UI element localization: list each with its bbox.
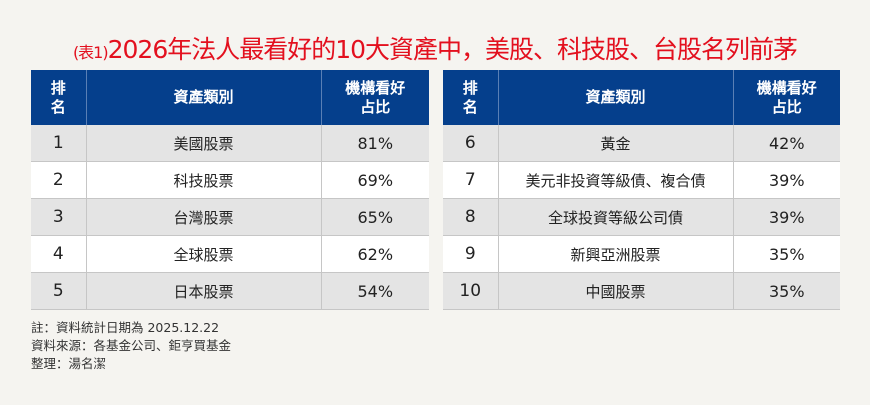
rank-cell: 4 xyxy=(31,235,86,273)
share-cell: 65% xyxy=(320,198,429,236)
table-row: 1 美國股票 81% xyxy=(31,125,429,162)
share-cell: 39% xyxy=(732,161,840,199)
title-main: 2026年法人最看好的10大資產中，美股、科技股、台股名列前茅 xyxy=(107,35,798,64)
asset-cell: 日本股票 xyxy=(85,272,321,310)
table-row: 5 日本股票 54% xyxy=(31,272,429,310)
ranking-table-right: 排名 資產類別 機構看好占比 6 黃金 42% 7 美元非投資等級債、複合債 39% 8 全球… xyxy=(443,70,840,310)
asset-cell: 黃金 xyxy=(497,125,733,162)
share-cell: 54% xyxy=(320,272,429,310)
rank-cell: 1 xyxy=(31,125,86,162)
asset-cell: 美元非投資等級債、複合債 xyxy=(497,161,733,199)
header-rank: 排名 xyxy=(31,70,86,125)
asset-cell: 新興亞洲股票 xyxy=(497,235,733,273)
table-row: 2 科技股票 69% xyxy=(31,161,429,199)
footnotes: 註：資料統計日期為 2025.12.22 資料來源：各基金公司、鉅亨買基金 整理… xyxy=(31,319,231,373)
table-row: 10 中國股票 35% xyxy=(443,272,840,310)
rank-cell: 3 xyxy=(31,198,86,236)
table-row: 4 全球股票 62% xyxy=(31,235,429,273)
rank-cell: 2 xyxy=(31,161,86,199)
asset-cell: 科技股票 xyxy=(85,161,321,199)
header-share: 機構看好占比 xyxy=(320,70,429,125)
note-editor: 整理：湯名潔 xyxy=(31,356,107,371)
asset-cell: 全球投資等級公司債 xyxy=(497,198,733,236)
rank-cell: 7 xyxy=(443,161,498,199)
share-cell: 35% xyxy=(732,272,840,310)
table-row: 8 全球投資等級公司債 39% xyxy=(443,198,840,236)
header-share: 機構看好占比 xyxy=(732,70,840,125)
table-row: 9 新興亞洲股票 35% xyxy=(443,235,840,273)
ranking-table-left: 排名 資產類別 機構看好占比 1 美國股票 81% 2 科技股票 69% 3 台灣股票 65% 4… xyxy=(31,70,429,310)
rank-cell: 10 xyxy=(443,272,498,310)
rank-cell: 9 xyxy=(443,235,498,273)
share-cell: 35% xyxy=(732,235,840,273)
header-rank: 排名 xyxy=(443,70,498,125)
note-date: 註：資料統計日期為 2025.12.22 xyxy=(31,320,220,335)
asset-cell: 美國股票 xyxy=(85,125,321,162)
share-cell: 42% xyxy=(732,125,840,162)
header-asset: 資產類別 xyxy=(85,70,321,125)
table-row: 6 黃金 42% xyxy=(443,125,840,162)
header-asset: 資產類別 xyxy=(497,70,733,125)
rank-cell: 6 xyxy=(443,125,498,162)
title-prefix: (表1) xyxy=(72,43,109,62)
asset-cell: 台灣股票 xyxy=(85,198,321,236)
table-row: 7 美元非投資等級債、複合債 39% xyxy=(443,161,840,199)
rank-cell: 5 xyxy=(31,272,86,310)
table-row: 3 台灣股票 65% xyxy=(31,198,429,236)
note-source: 資料來源：各基金公司、鉅亨買基金 xyxy=(31,338,232,353)
page-title: (表1)2026年法人最看好的10大資產中，美股、科技股、台股名列前茅 xyxy=(0,30,870,66)
share-cell: 81% xyxy=(320,125,429,162)
asset-cell: 中國股票 xyxy=(497,272,733,310)
share-cell: 69% xyxy=(320,161,429,199)
share-cell: 62% xyxy=(320,235,429,273)
share-cell: 39% xyxy=(732,198,840,236)
asset-cell: 全球股票 xyxy=(85,235,321,273)
rank-cell: 8 xyxy=(443,198,498,236)
